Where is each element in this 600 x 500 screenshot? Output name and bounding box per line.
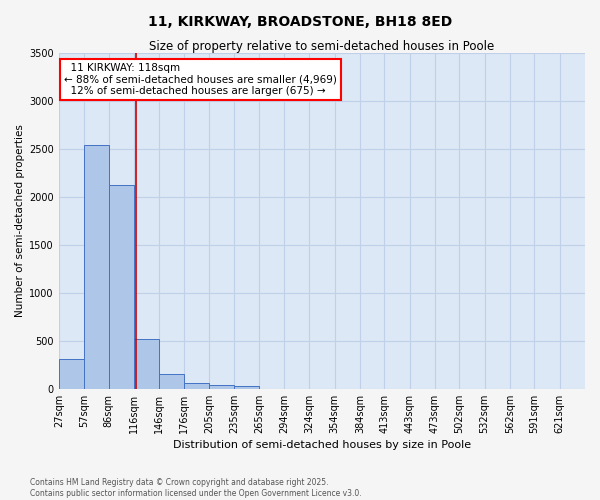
Bar — [84, 145, 109, 389]
Y-axis label: Number of semi-detached properties: Number of semi-detached properties — [15, 124, 25, 318]
Bar — [234, 386, 259, 389]
Text: Contains HM Land Registry data © Crown copyright and database right 2025.
Contai: Contains HM Land Registry data © Crown c… — [30, 478, 362, 498]
Title: Size of property relative to semi-detached houses in Poole: Size of property relative to semi-detach… — [149, 40, 494, 53]
Bar — [109, 186, 134, 389]
Bar — [59, 359, 84, 389]
Bar — [184, 382, 209, 389]
Text: 11 KIRKWAY: 118sqm
← 88% of semi-detached houses are smaller (4,969)
  12% of se: 11 KIRKWAY: 118sqm ← 88% of semi-detache… — [64, 63, 337, 96]
Text: 11, KIRKWAY, BROADSTONE, BH18 8ED: 11, KIRKWAY, BROADSTONE, BH18 8ED — [148, 15, 452, 29]
Bar — [159, 374, 184, 389]
X-axis label: Distribution of semi-detached houses by size in Poole: Distribution of semi-detached houses by … — [173, 440, 471, 450]
Bar — [134, 339, 159, 389]
Bar — [209, 386, 234, 389]
